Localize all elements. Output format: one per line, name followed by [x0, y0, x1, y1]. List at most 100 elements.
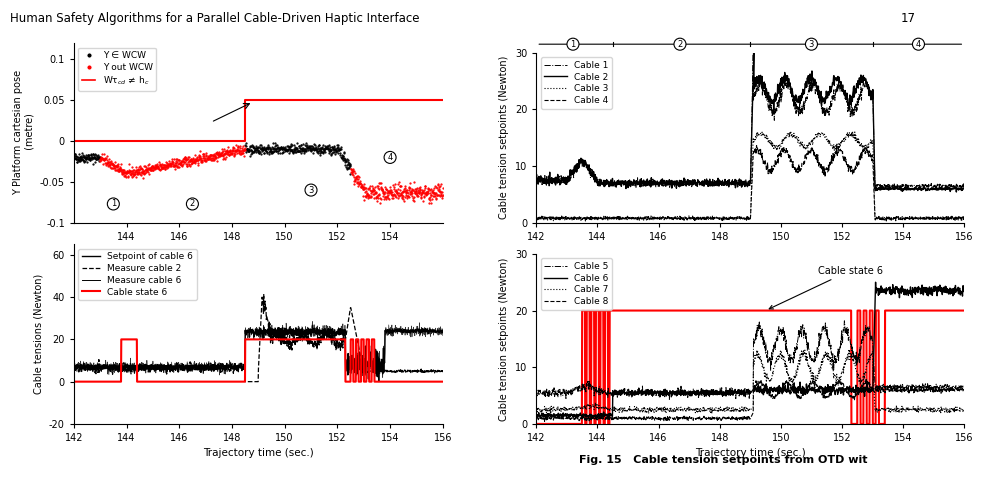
Cable 5 — [879, 384, 891, 389]
Cable 1 — [678, 178, 690, 184]
Setpoint of cable 6 — [157, 362, 169, 368]
Cable 7 — [530, 407, 542, 412]
Cable 8 — [879, 388, 891, 394]
Cable 6 — [635, 388, 646, 394]
Cable 3 — [756, 133, 768, 138]
Cable 3 — [547, 218, 559, 224]
Cable 8 — [678, 413, 690, 419]
Measure cable 2 — [68, 365, 80, 370]
Cable state 6 — [238, 379, 250, 385]
Cable 4 — [728, 215, 740, 220]
Y-axis label: Cable tensions (Newton): Cable tensions (Newton) — [33, 274, 43, 394]
Cable 2 — [958, 186, 970, 192]
Measure cable 2 — [239, 379, 251, 385]
Cable state 6 — [68, 379, 80, 385]
Y-axis label: Cable tension setpoints (Newton): Cable tension setpoints (Newton) — [499, 257, 510, 421]
Cable 2 — [748, 50, 760, 56]
Cable 5 — [678, 391, 690, 397]
Cable 3 — [530, 214, 542, 219]
Text: 1: 1 — [111, 199, 116, 208]
Line: Setpoint of cable 6: Setpoint of cable 6 — [74, 325, 443, 381]
Measure cable 6 — [373, 378, 385, 384]
Cable 6 — [678, 389, 690, 395]
Cable 5 — [838, 318, 850, 324]
Cable 8 — [860, 376, 872, 382]
Cable 4 — [879, 217, 891, 223]
Measure cable 2 — [368, 369, 380, 375]
Measure cable 6 — [262, 328, 274, 334]
Cable state 6 — [195, 379, 207, 385]
Setpoint of cable 6 — [68, 365, 80, 371]
Line: Cable 5: Cable 5 — [536, 321, 964, 399]
Measure cable 6 — [437, 333, 449, 339]
Line: Cable 8: Cable 8 — [536, 379, 964, 422]
Cable 1 — [728, 182, 740, 188]
Measure cable 2 — [437, 369, 449, 375]
Cable 8 — [728, 416, 740, 422]
Measure cable 2 — [262, 318, 274, 324]
Text: Human Safety Algorithms for a Parallel Cable-Driven Haptic Interface: Human Safety Algorithms for a Parallel C… — [10, 12, 419, 25]
Cable 5 — [560, 397, 572, 402]
Measure cable 2 — [195, 370, 207, 376]
Text: 4: 4 — [916, 40, 921, 49]
Measure cable 6 — [238, 363, 250, 368]
Line: Cable 6: Cable 6 — [536, 282, 964, 418]
Cable 6 — [540, 415, 552, 421]
Cable 8 — [530, 414, 542, 420]
Cable 6 — [958, 289, 970, 295]
Text: 3: 3 — [809, 40, 814, 49]
Cable 3 — [958, 217, 970, 222]
Cable 7 — [953, 408, 964, 413]
Measure cable 2 — [157, 365, 169, 371]
Line: Cable 3: Cable 3 — [536, 132, 964, 221]
Cable state 6 — [958, 308, 970, 313]
Cable 5 — [756, 328, 768, 333]
Cable 7 — [756, 359, 768, 365]
Line: Cable state 6: Cable state 6 — [74, 340, 443, 382]
Cable 3 — [635, 215, 646, 221]
Cable state 6 — [635, 308, 646, 313]
Cable 5 — [953, 385, 964, 390]
Cable 6 — [879, 290, 891, 296]
Cable 2 — [756, 80, 768, 85]
Cable 2 — [953, 187, 964, 193]
Cable 7 — [879, 407, 891, 412]
Cable 2 — [530, 176, 542, 182]
X-axis label: Trajectory time (sec.): Trajectory time (sec.) — [695, 448, 806, 458]
Cable state 6 — [368, 337, 380, 342]
Cable state 6 — [728, 308, 740, 313]
Cable 8 — [958, 388, 970, 393]
Setpoint of cable 6 — [195, 365, 207, 371]
Cable 4 — [635, 214, 646, 220]
Legend: Cable 1, Cable 2, Cable 3, Cable 4: Cable 1, Cable 2, Cable 3, Cable 4 — [541, 57, 612, 109]
Cable 5 — [635, 389, 646, 395]
Setpoint of cable 6 — [368, 356, 380, 362]
Cable 4 — [530, 215, 542, 221]
Cable 3 — [953, 215, 964, 220]
Cable 2 — [634, 183, 646, 189]
Cable 3 — [784, 129, 796, 135]
Setpoint of cable 6 — [307, 322, 319, 328]
Text: 3: 3 — [308, 185, 314, 194]
Cable 6 — [728, 390, 740, 396]
Measure cable 2 — [432, 368, 444, 374]
Measure cable 2 — [238, 365, 250, 371]
Cable 3 — [879, 215, 891, 221]
Cable state 6 — [262, 337, 274, 342]
Cable 5 — [958, 383, 970, 389]
Measure cable 6 — [432, 328, 444, 333]
Legend: Y ∈ WCW, Y out WCW, Wτ$_{cd}$ ≠ h$_c$: Y ∈ WCW, Y out WCW, Wτ$_{cd}$ ≠ h$_c$ — [79, 47, 156, 91]
Line: Cable 4: Cable 4 — [536, 145, 964, 221]
Measure cable 6 — [195, 365, 207, 371]
Text: Fig. 15   Cable tension setpoints from OTD wit: Fig. 15 Cable tension setpoints from OTD… — [579, 455, 868, 465]
Text: Cable state 6: Cable state 6 — [769, 266, 883, 309]
Cable 2 — [728, 180, 740, 186]
Cable 7 — [958, 406, 970, 412]
Cable 1 — [756, 78, 768, 83]
Cable 5 — [728, 390, 740, 396]
X-axis label: Trajectory time (sec.): Trajectory time (sec.) — [203, 448, 314, 458]
Cable state 6 — [756, 308, 768, 313]
Legend: Setpoint of cable 6, Measure cable 2, Measure cable 6, Cable state 6: Setpoint of cable 6, Measure cable 2, Me… — [79, 249, 197, 300]
Line: Measure cable 6: Measure cable 6 — [74, 321, 443, 381]
Cable 1 — [530, 177, 542, 183]
